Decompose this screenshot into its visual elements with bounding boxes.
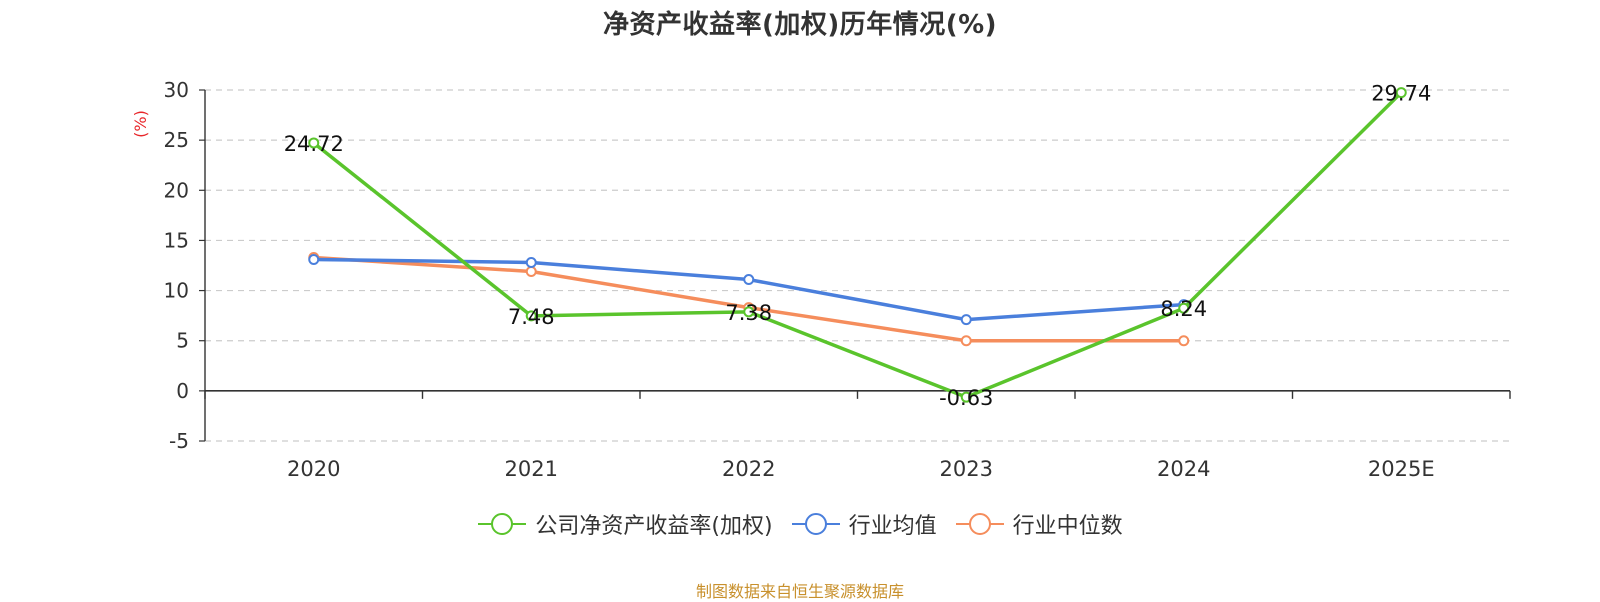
data-point (1178, 302, 1190, 314)
series-lines (308, 87, 1407, 403)
data-point (743, 306, 755, 318)
data-labels: 24.72 7.48 7.38 -0.63 8.24 29.74 (284, 82, 1432, 411)
x-tick-label: 2020 (287, 457, 340, 481)
data-point (525, 256, 537, 268)
x-tick-label: 2022 (722, 457, 775, 481)
data-point (960, 391, 972, 403)
y-tick-label: 0 (176, 379, 189, 403)
data-point (525, 310, 537, 322)
x-tick-label: 2021 (505, 457, 558, 481)
data-label: 7.38 (725, 301, 772, 325)
y-tick-label: 25 (164, 128, 189, 152)
legend-label: 行业均值 (848, 514, 937, 539)
y-axis-label: (%) (131, 110, 150, 138)
legend: 公司净资产收益率(加权) 行业均值 行业中位数 (0, 508, 1600, 540)
legend-line-circle-icon (478, 513, 527, 535)
y-tick-label: 5 (176, 329, 189, 353)
legend-item[interactable]: 行业均值 (791, 508, 937, 540)
data-point (308, 137, 320, 149)
legend-item[interactable]: 公司净资产收益率(加权) (477, 508, 773, 540)
x-tick-label: 2025E (1368, 457, 1435, 481)
data-point (960, 335, 972, 347)
series-line (312, 255, 1186, 343)
data-label: 8.24 (1160, 297, 1207, 321)
x-tick-label: 2023 (940, 457, 993, 481)
data-label: 24.72 (284, 132, 344, 156)
data-point (1178, 335, 1190, 347)
source-note: 制图数据来自恒生聚源数据库 (695, 582, 904, 601)
data-label: 7.48 (508, 305, 555, 329)
legend-label: 行业中位数 (1012, 514, 1123, 539)
data-label: 29.74 (1371, 82, 1431, 106)
x-tick-label: 2024 (1157, 457, 1210, 481)
legend-line-circle-icon (791, 513, 840, 535)
y-tick-label: 30 (164, 78, 189, 102)
y-tick-label: 15 (164, 228, 189, 252)
data-point (743, 274, 755, 286)
series-line (312, 90, 1403, 399)
data-point (1395, 87, 1407, 99)
data-point (960, 314, 972, 326)
y-tick-label: -5 (169, 429, 189, 453)
data-label: -0.63 (939, 386, 993, 410)
data-point (308, 253, 320, 265)
grid-lines (205, 89, 1510, 442)
chart-title: 净资产收益率(加权)历年情况(%) (602, 10, 998, 40)
legend-label: 公司净资产收益率(加权) (535, 514, 773, 539)
y-tick-label: 20 (164, 178, 189, 202)
axes: 30 25 20 15 10 5 0 -5 (%) 2020 2021 2022 2023 2024 202… (131, 78, 1511, 481)
y-tick-label: 10 (164, 279, 189, 303)
data-point (525, 266, 537, 278)
legend-item[interactable]: 行业中位数 (955, 508, 1123, 540)
legend-line-circle-icon (955, 513, 1004, 535)
